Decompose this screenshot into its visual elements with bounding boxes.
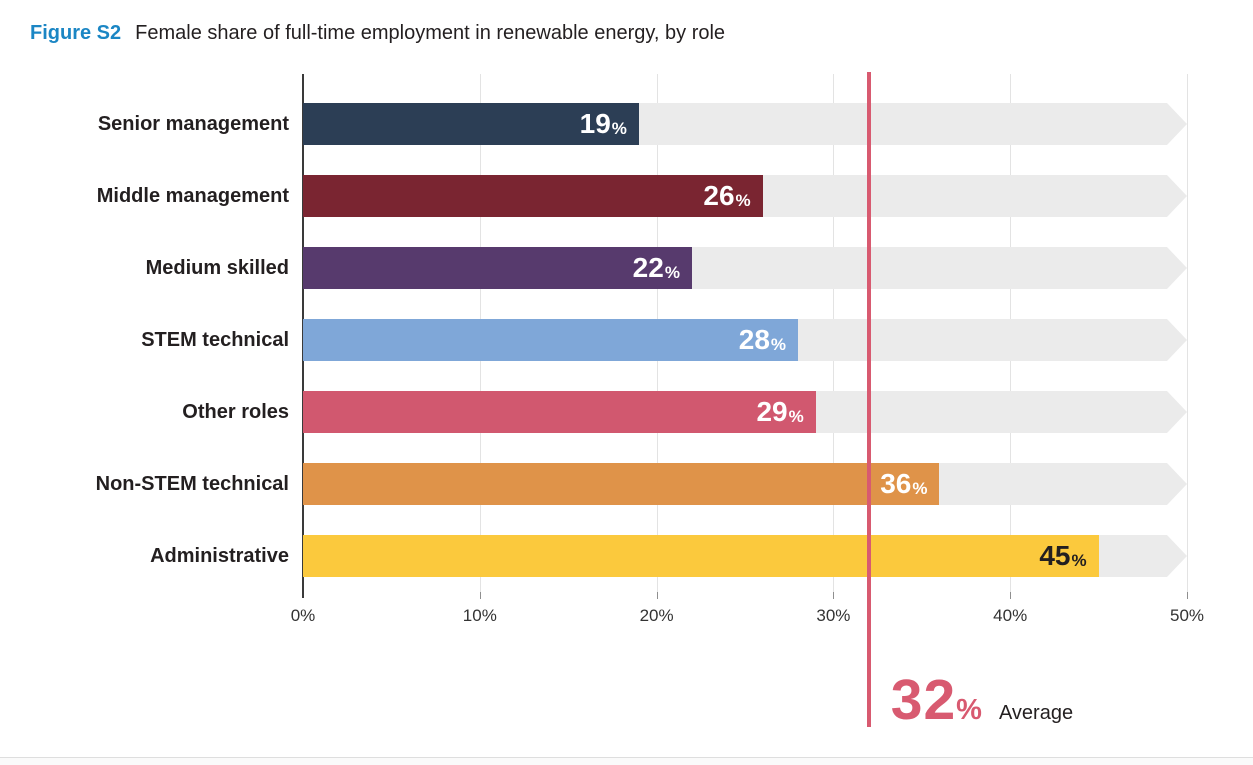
axis-tick — [656, 592, 658, 599]
bar-value-number: 28 — [738, 324, 770, 355]
bar: 19% — [303, 103, 639, 145]
category-label: Medium skilled — [145, 257, 289, 279]
bar-value-label: 36% — [880, 463, 927, 505]
bar-value-number: 22 — [632, 252, 664, 283]
bar-value-suffix: % — [611, 119, 627, 138]
x-tick-label: 30% — [816, 606, 851, 625]
bar-row: 22% — [303, 247, 1187, 289]
x-tick-label: 10% — [462, 606, 497, 625]
average-value: 32 — [890, 668, 957, 732]
bar-value-suffix: % — [912, 479, 928, 498]
bar-value-label: 45% — [1039, 535, 1086, 577]
bar-value-label: 22% — [633, 247, 680, 289]
x-tick-label: 50% — [1169, 606, 1205, 625]
category-label: Senior management — [97, 113, 289, 135]
x-axis-ticks — [303, 592, 1188, 599]
bar-value-suffix: % — [788, 407, 804, 426]
bar-value-suffix: % — [664, 263, 680, 282]
x-tick-label: 20% — [639, 606, 674, 625]
category-label: Non-STEM technical — [95, 473, 289, 495]
bar-value-number: 29 — [756, 396, 788, 427]
bar-row: 36% — [303, 463, 1187, 505]
bar-value-suffix: % — [1071, 551, 1087, 570]
bar-row: 29% — [303, 391, 1187, 433]
average-label: 32% Average — [891, 672, 1073, 729]
average-percent-sign: % — [956, 694, 982, 726]
bottom-divider — [0, 757, 1253, 758]
bar-row: 19% — [303, 103, 1187, 145]
x-axis-labels: 0% 10% 20% 30% 40% 50% — [291, 606, 1204, 630]
bottom-strip — [0, 758, 1253, 765]
bar-row: 28% — [303, 319, 1187, 361]
bar: 28% — [303, 319, 799, 361]
bar-value-number: 26 — [703, 180, 735, 211]
bar-value-label: 28% — [739, 319, 786, 361]
category-label: Middle management — [96, 185, 289, 207]
bar-value-suffix: % — [735, 191, 751, 210]
figure-label: Figure S2 — [30, 22, 122, 44]
axis-tick — [833, 592, 835, 599]
category-label: Other roles — [182, 401, 289, 423]
bar: 29% — [303, 391, 816, 433]
axis-tick — [1187, 592, 1188, 599]
bar-value-number: 45 — [1039, 540, 1071, 571]
bar: 26% — [303, 175, 763, 217]
bar: 36% — [303, 463, 940, 505]
figure-title: Female share of full-time employment in … — [135, 22, 726, 44]
bar: 45% — [303, 535, 1099, 577]
axis-tick — [479, 592, 481, 599]
bar-row: 26% — [303, 175, 1187, 217]
x-tick-label: 40% — [993, 606, 1028, 625]
category-label: Administrative — [150, 545, 289, 567]
gridline — [1187, 74, 1188, 598]
bar-value-label: 26% — [703, 175, 750, 217]
plot-area: 19% 26% 22% 28% 29% 36% 45% — [302, 74, 1188, 598]
category-label: STEM technical — [141, 329, 289, 351]
bar-value-label: 19% — [580, 103, 627, 145]
category-labels: Senior management Middle management Medium… — [0, 74, 289, 598]
average-line — [866, 72, 871, 727]
bar-row: 45% — [303, 535, 1187, 577]
bar: 22% — [303, 247, 692, 289]
bar-value-number: 19 — [579, 108, 611, 139]
bar-value-suffix: % — [770, 335, 787, 354]
axis-tick — [1010, 592, 1012, 599]
bar-value-label: 29% — [756, 391, 803, 433]
x-tick-label: 0% — [290, 606, 316, 625]
average-caption: Average — [998, 702, 1074, 724]
bar-value-number: 36 — [880, 468, 912, 499]
figure-header: Figure S2 Female share of full-time emplo… — [30, 22, 725, 45]
